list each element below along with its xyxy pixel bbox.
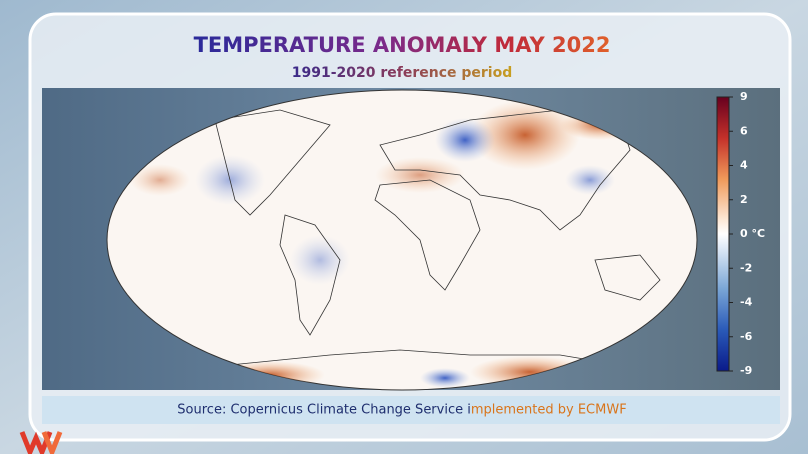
colorbar-ticks: 9 6 4 2 0 °C -2 -4 -6 -9 bbox=[729, 90, 765, 377]
source-bar bbox=[42, 396, 780, 424]
source: Source: Copernicus Climate Change Servic… bbox=[177, 403, 626, 418]
colorbar-tick-label: -4 bbox=[740, 296, 753, 309]
colorbar-tick-label: 9 bbox=[740, 90, 748, 103]
colorbar-tick-label: 6 bbox=[740, 124, 748, 137]
colorbar-tick-label: 4 bbox=[740, 159, 748, 172]
colorbar-tick-label: -2 bbox=[740, 261, 752, 274]
colorbar-tick-label: -6 bbox=[740, 330, 753, 343]
colorbar-tick-label: 2 bbox=[740, 193, 748, 206]
colorbar bbox=[716, 96, 730, 372]
map bbox=[106, 89, 698, 391]
colorbar-tick-label: -9 bbox=[740, 364, 752, 377]
logo bbox=[19, 431, 63, 454]
subtitle: 1991-2020 reference period bbox=[292, 65, 513, 81]
title: TEMPERATURE ANOMALY MAY 2022 bbox=[194, 33, 611, 57]
colorbar-tick-label: 0 °C bbox=[740, 227, 765, 240]
colorbar-scale bbox=[716, 96, 730, 372]
